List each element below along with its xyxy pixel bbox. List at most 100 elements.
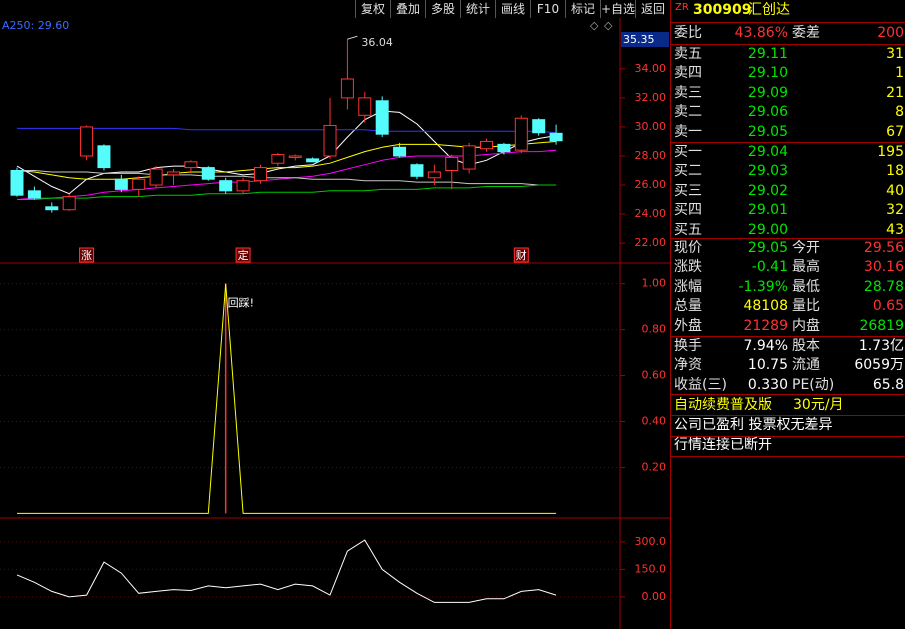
field-label: PE(动) <box>792 376 835 393</box>
level-label: 买四 <box>674 202 702 219</box>
candle-body <box>114 178 128 190</box>
level-label: 卖三 <box>674 84 702 101</box>
y-tick-label: 0.60 <box>642 369 667 382</box>
field-label: 内盘 <box>792 317 820 334</box>
separator <box>671 22 905 23</box>
separator <box>671 415 905 416</box>
candle-body <box>445 156 459 172</box>
event-box <box>79 247 95 263</box>
candle-body <box>271 154 285 164</box>
field-value: 1.73亿 <box>858 338 904 354</box>
event-label: 财 <box>516 248 527 262</box>
indicator-line <box>17 283 557 514</box>
level-price: 29.01 <box>747 202 788 219</box>
level-volume: 67 <box>886 123 904 140</box>
notice: 行情连接已断开 <box>674 437 772 453</box>
y-tick-label: 34.00 <box>635 62 667 75</box>
code-prefix: ZR <box>675 2 689 13</box>
high-label: 36.04 <box>361 36 393 49</box>
field-label: 净资 <box>674 357 702 374</box>
toolbar-button[interactable]: 叠加 <box>390 0 425 18</box>
candle-body <box>410 164 424 177</box>
level-label: 卖四 <box>674 65 702 82</box>
y-tick-label: 0.20 <box>642 460 667 473</box>
level-price: 29.05 <box>747 123 788 140</box>
oscillator-line <box>16 539 557 603</box>
stock-name: 汇创达 <box>748 2 790 18</box>
field-value: 7.94% <box>743 338 788 354</box>
field-value: 26819 <box>859 317 904 334</box>
field-value: 28.78 <box>863 278 904 295</box>
field-label: 最高 <box>792 259 820 276</box>
stock-code: 300909 <box>693 2 752 18</box>
icon[interactable]: ◇ <box>604 19 613 32</box>
toolbar-button[interactable]: F10 <box>530 0 565 18</box>
promo-text: 自动续费普及版 <box>674 397 772 413</box>
ma-label: A250: 29.60 <box>2 19 69 32</box>
separator <box>671 456 905 457</box>
level-volume: 21 <box>886 84 904 101</box>
candle-body <box>184 161 198 169</box>
candle-body <box>462 145 476 170</box>
level-price: 29.00 <box>747 221 788 238</box>
toolbar-button[interactable]: 返回 <box>635 0 670 18</box>
field-label: 涨跌 <box>674 259 702 276</box>
toolbar-button[interactable]: 标记 <box>565 0 600 18</box>
level-price: 29.11 <box>747 46 788 62</box>
candle-body <box>480 140 494 150</box>
level-label: 买二 <box>674 163 702 180</box>
y-tick-label: 22.00 <box>635 236 667 249</box>
separator <box>671 336 905 337</box>
field-label: 量比 <box>792 298 820 315</box>
icon[interactable]: ◇ <box>590 19 599 32</box>
high-pointer <box>347 35 358 40</box>
field-label: 委差 <box>792 25 820 41</box>
toolbar-button[interactable]: 统计 <box>460 0 495 18</box>
moving-average <box>17 127 557 134</box>
toolbar-button[interactable]: +自选 <box>600 0 636 18</box>
level-price: 29.09 <box>747 84 788 101</box>
y-tick-label: 150.0 <box>635 562 667 575</box>
candle-body <box>27 190 41 199</box>
price-label: 35.35 <box>623 33 655 46</box>
field-value: -1.39% <box>738 278 788 295</box>
separator <box>671 394 905 395</box>
level-label: 买一 <box>674 144 702 160</box>
candle-body <box>201 167 215 180</box>
candle-body <box>497 143 511 153</box>
field-label: 流通 <box>792 357 820 374</box>
field-label: 收益(三) <box>674 376 727 393</box>
field-label: 总量 <box>674 298 702 315</box>
quote-panel: ZR 300909 汇创达 委比 43.86% 委差 200 卖五 29.11 31 卖四 29.10… <box>670 0 905 629</box>
candle-body <box>80 126 94 157</box>
separator <box>671 436 905 437</box>
field-label: 现价 <box>674 240 702 256</box>
field-label: 外盘 <box>674 317 702 334</box>
price-box <box>621 32 669 47</box>
field-label: 最低 <box>792 278 820 295</box>
y-tick-label: 30.00 <box>635 120 667 133</box>
separator <box>671 238 905 239</box>
y-tick-label: 1.00 <box>642 277 667 290</box>
field-label: 涨幅 <box>674 278 702 295</box>
candle-body <box>375 100 389 135</box>
toolbar-button[interactable]: 画线 <box>495 0 530 18</box>
level-volume: 1 <box>895 65 904 82</box>
y-tick-label: 0.40 <box>642 415 667 428</box>
level-label: 卖五 <box>674 46 702 62</box>
toolbar-button[interactable]: 多股 <box>425 0 460 18</box>
chart-area: A250: 29.60 ◇ ◇ 34.00 32.00 30.00 28.00 26.0… <box>0 18 670 629</box>
toolbar-button[interactable]: 复权 <box>355 0 390 18</box>
y-tick-label: 0.80 <box>642 323 667 336</box>
event-label: 定 <box>238 248 249 262</box>
field-value: 48108 <box>743 298 788 315</box>
field-value: 200 <box>877 25 904 41</box>
event-box <box>513 247 529 263</box>
moving-average <box>17 170 557 186</box>
candle-body <box>149 168 163 186</box>
field-value: 10.75 <box>747 357 788 374</box>
field-value: 29.56 <box>863 240 904 256</box>
level-price: 29.04 <box>747 144 788 160</box>
y-tick-label: 26.00 <box>635 178 667 191</box>
level-label: 买三 <box>674 182 702 199</box>
